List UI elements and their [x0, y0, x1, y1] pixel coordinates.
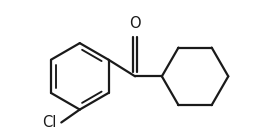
Text: O: O: [129, 16, 141, 31]
Text: Cl: Cl: [42, 115, 56, 130]
